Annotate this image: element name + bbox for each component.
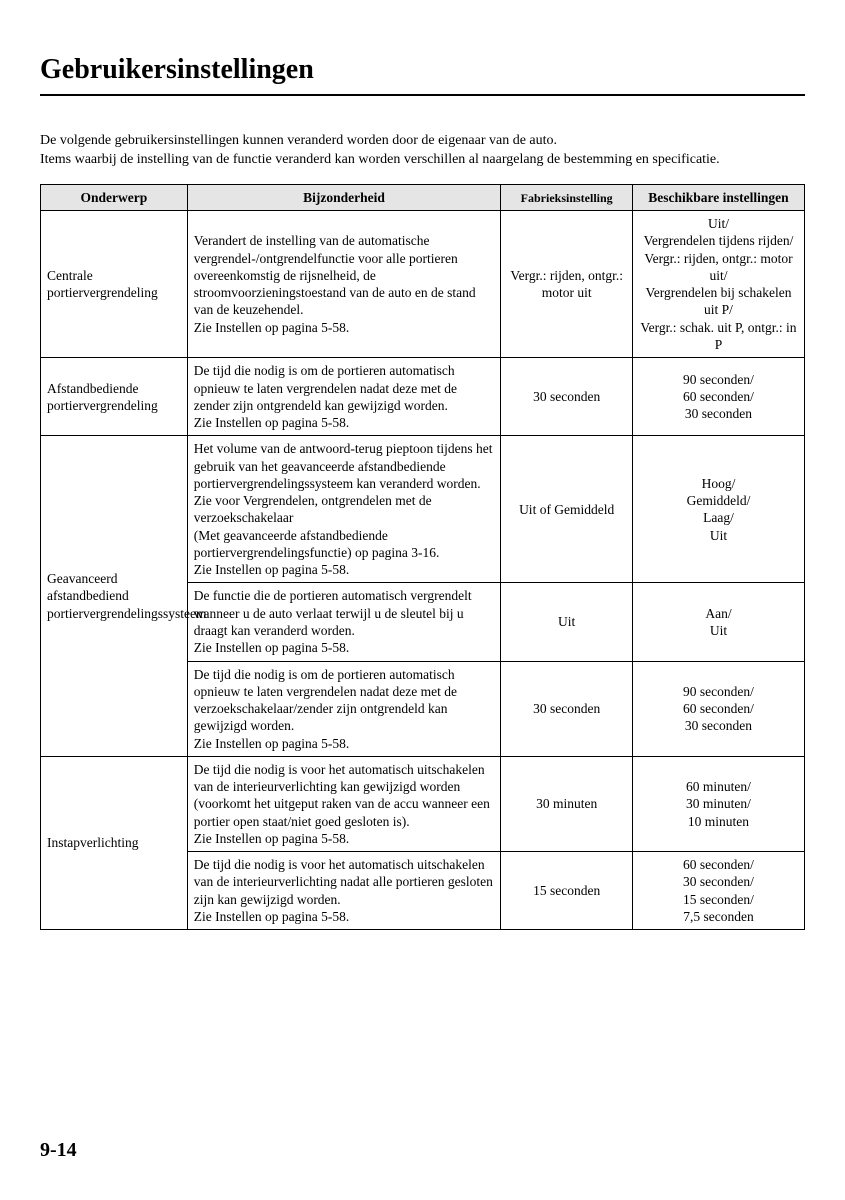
header-detail: Bijzonderheid — [187, 184, 501, 210]
header-available: Beschikbare instellingen — [632, 184, 804, 210]
detail-cell: De tijd die nodig is om de portieren aut… — [187, 661, 501, 756]
subject-cell: Afstandbediende portiervergrendeling — [41, 358, 188, 436]
default-cell: 30 seconden — [501, 661, 633, 756]
page-title: Gebruikersinstellingen — [40, 54, 805, 86]
default-cell: 30 minuten — [501, 756, 633, 851]
page-number: 9-14 — [40, 1139, 77, 1162]
default-cell: 30 seconden — [501, 358, 633, 436]
detail-cell: De functie die de portieren automatisch … — [187, 583, 501, 661]
table-row: Afstandbediende portiervergrendelingDe t… — [41, 358, 805, 436]
default-cell: Uit of Gemiddeld — [501, 436, 633, 583]
intro-paragraph: De volgende gebruikersinstellingen kunne… — [40, 132, 805, 170]
available-cell: 60 minuten/30 minuten/10 minuten — [632, 756, 804, 851]
settings-table: Onderwerp Bijzonderheid Fabrieksinstelli… — [40, 184, 805, 930]
available-cell: 90 seconden/60 seconden/30 seconden — [632, 358, 804, 436]
detail-cell: De tijd die nodig is voor het automatisc… — [187, 756, 501, 851]
table-row: InstapverlichtingDe tijd die nodig is vo… — [41, 756, 805, 851]
default-cell: Vergr.: rijden, ontgr.: motor uit — [501, 211, 633, 358]
document-page: Gebruikersinstellingen De volgende gebru… — [0, 0, 845, 1200]
subject-cell: Instapverlichting — [41, 756, 188, 929]
settings-table-body: Centrale portiervergrendelingVerandert d… — [41, 211, 805, 930]
available-cell: 90 seconden/60 seconden/30 seconden — [632, 661, 804, 756]
table-header-row: Onderwerp Bijzonderheid Fabrieksinstelli… — [41, 184, 805, 210]
title-rule — [40, 94, 805, 96]
detail-cell: De tijd die nodig is om de portieren aut… — [187, 358, 501, 436]
default-cell: 15 seconden — [501, 852, 633, 930]
default-cell: Uit — [501, 583, 633, 661]
detail-cell: Het volume van de antwoord-terug pieptoo… — [187, 436, 501, 583]
available-cell: Hoog/Gemiddeld/Laag/Uit — [632, 436, 804, 583]
header-default: Fabrieksinstelling — [501, 184, 633, 210]
subject-cell: Centrale portiervergrendeling — [41, 211, 188, 358]
available-cell: Aan/Uit — [632, 583, 804, 661]
detail-cell: Verandert de instelling van de automatis… — [187, 211, 501, 358]
header-subject: Onderwerp — [41, 184, 188, 210]
table-row: Geavanceerd afstandbediend portiervergre… — [41, 436, 805, 583]
table-row: Centrale portiervergrendelingVerandert d… — [41, 211, 805, 358]
available-cell: 60 seconden/30 seconden/15 seconden/7,5 … — [632, 852, 804, 930]
subject-cell: Geavanceerd afstandbediend portiervergre… — [41, 436, 188, 757]
available-cell: Uit/Vergrendelen tijdens rijden/Vergr.: … — [632, 211, 804, 358]
detail-cell: De tijd die nodig is voor het automatisc… — [187, 852, 501, 930]
